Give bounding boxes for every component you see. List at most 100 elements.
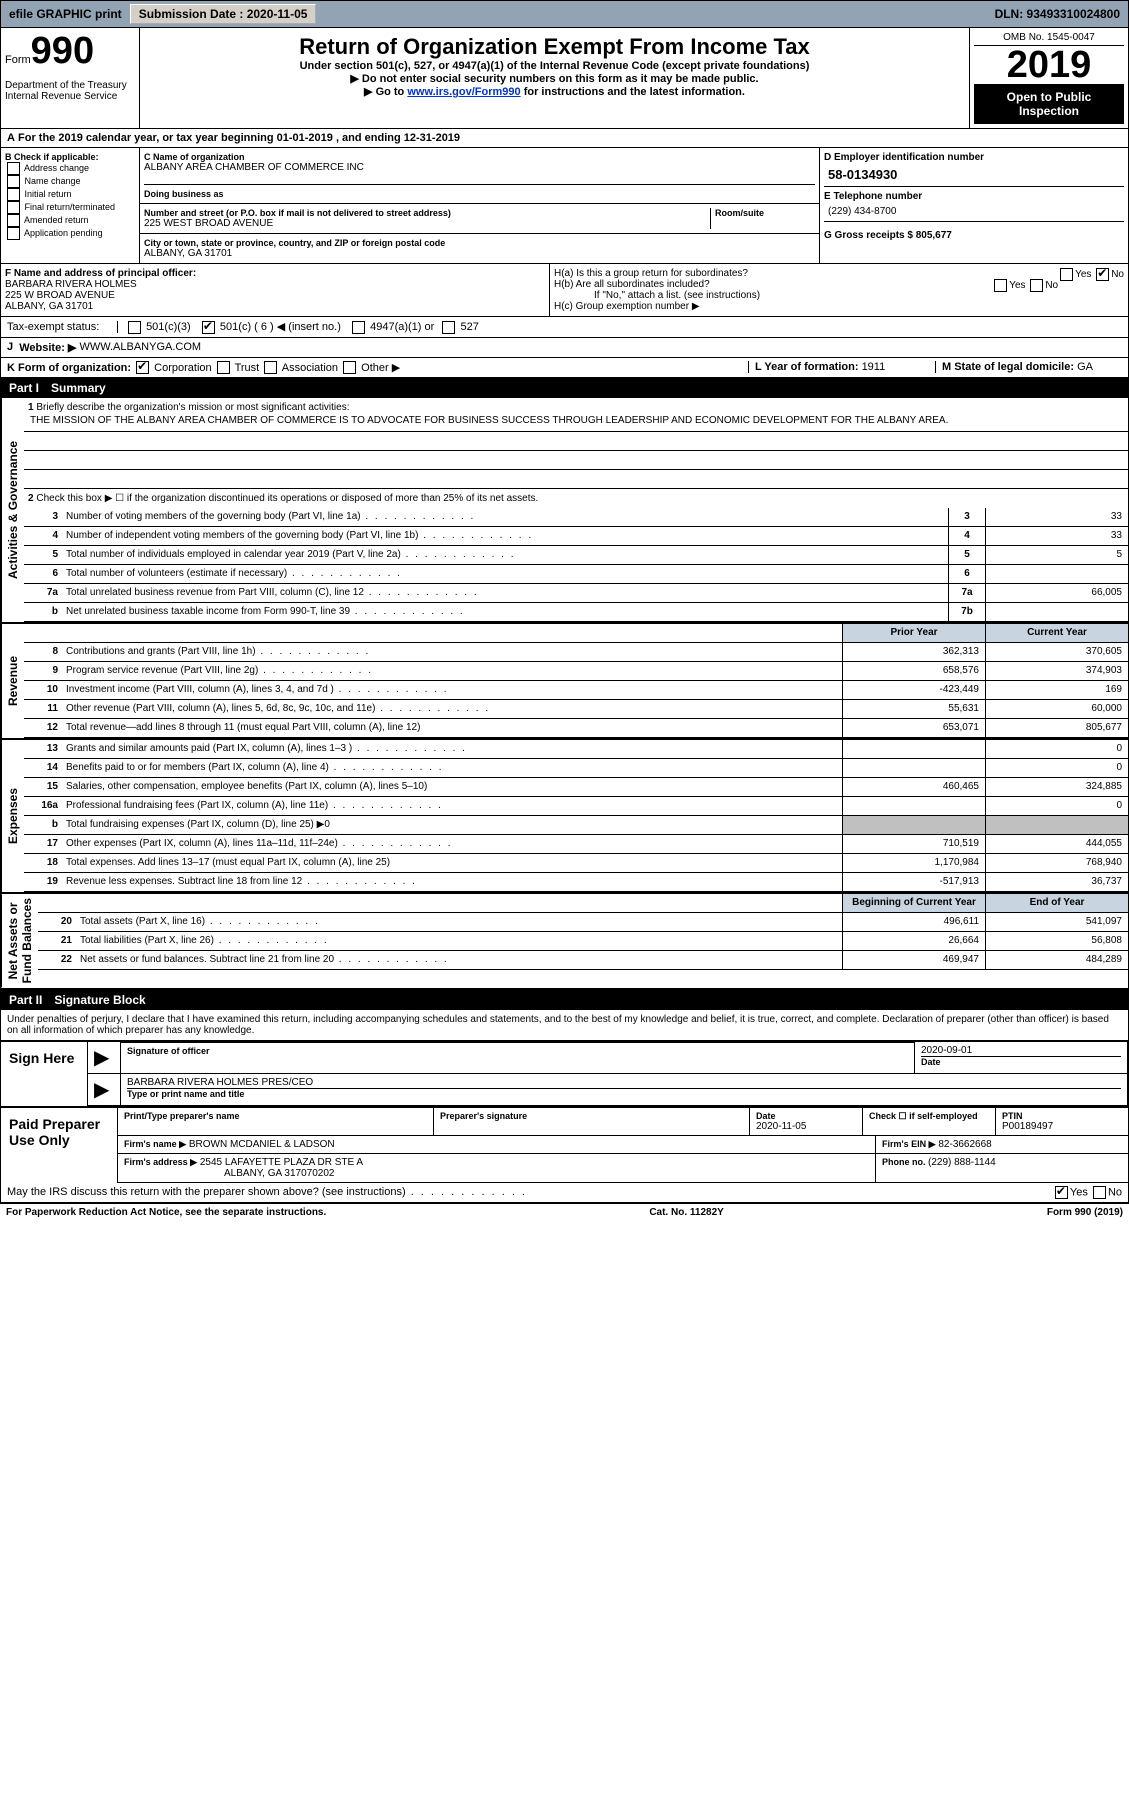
ha-no[interactable] (1096, 268, 1109, 281)
ha-yes[interactable] (1060, 268, 1073, 281)
part1-num: Part I (9, 381, 39, 395)
p19: -517,913 (842, 873, 985, 891)
l5: Total number of individuals employed in … (62, 546, 948, 564)
checkbox-amended[interactable] (7, 214, 20, 227)
efile-label: efile GRAPHIC print (9, 7, 122, 21)
title-cell: Return of Organization Exempt From Incom… (140, 28, 970, 128)
v6 (985, 565, 1128, 583)
discuss-yes[interactable] (1055, 1186, 1068, 1199)
tax-year: 2019 (974, 46, 1124, 84)
opt: Corporation (154, 362, 211, 374)
b-item: Address change (24, 163, 89, 173)
form-id-cell: Form990 Department of the Treasury Inter… (1, 28, 140, 128)
cb-trust[interactable] (217, 361, 230, 374)
l14: Benefits paid to or for members (Part IX… (62, 759, 842, 777)
cb-assoc[interactable] (264, 361, 277, 374)
tel: (229) 434-8700 (824, 202, 1124, 221)
shaded (985, 816, 1128, 834)
b-item: Amended return (24, 215, 89, 225)
side-netassets: Net Assets orFund Balances (1, 894, 38, 987)
year-cell: OMB No. 1545-0047 2019 Open to Public In… (970, 28, 1128, 128)
arrow-icon: ▶ (88, 1042, 121, 1073)
p14 (842, 759, 985, 777)
checkbox-initial[interactable] (7, 188, 20, 201)
c12: 805,677 (985, 719, 1128, 737)
v3: 33 (985, 508, 1128, 526)
sig-date: 2020-09-01 (921, 1045, 1121, 1056)
cb-501c[interactable] (202, 321, 215, 334)
mission: THE MISSION OF THE ALBANY AREA CHAMBER O… (24, 413, 1128, 432)
hb-yes[interactable] (994, 279, 1007, 292)
checkbox-address[interactable] (7, 162, 20, 175)
note2-pre: ▶ Go to (364, 86, 407, 98)
form-label: Form (5, 54, 31, 66)
city-label: City or town, state or province, country… (144, 238, 815, 248)
cb-527[interactable] (442, 321, 455, 334)
firm-ein-label: Firm's EIN ▶ (882, 1139, 936, 1149)
c19: 36,737 (985, 873, 1128, 891)
form990-link[interactable]: www.irs.gov/Form990 (407, 86, 520, 98)
v7b (985, 603, 1128, 621)
mission-blank (24, 432, 1128, 451)
l10: Investment income (Part VIII, column (A)… (62, 681, 842, 699)
v5: 5 (985, 546, 1128, 564)
status-label: Tax-exempt status: (7, 321, 118, 333)
cb-other[interactable] (343, 361, 356, 374)
submission-button[interactable]: Submission Date : 2020-11-05 (130, 4, 317, 24)
domicile: GA (1077, 361, 1093, 373)
l-label: L Year of formation: (755, 361, 862, 373)
firm-name-label: Firm's name ▶ (124, 1139, 186, 1149)
ha: H(a) Is this a group return for subordin… (554, 268, 748, 279)
l11: Other revenue (Part VIII, column (A), li… (62, 700, 842, 718)
cb-corp[interactable] (136, 361, 149, 374)
p13 (842, 740, 985, 758)
c-name-label: C Name of organization (144, 152, 815, 162)
website-link[interactable]: WWW.ALBANYGA.COM (79, 341, 201, 353)
p21: 26,664 (842, 932, 985, 950)
addr-label: Number and street (or P.O. box if mail i… (144, 208, 710, 218)
ein: 58-0134930 (824, 163, 1124, 186)
f-label: F Name and address of principal officer: (5, 268, 545, 279)
l8: Contributions and grants (Part VIII, lin… (62, 643, 842, 661)
opt: 4947(a)(1) or (370, 321, 434, 333)
opt: Trust (235, 362, 260, 374)
c18: 768,940 (985, 854, 1128, 872)
checkbox-pending[interactable] (7, 227, 20, 240)
l16b: Total fundraising expenses (Part IX, col… (66, 819, 330, 830)
form-number: 990 (31, 30, 94, 72)
arrow-icon: ▶ (88, 1074, 121, 1105)
opt: 501(c)(3) (146, 321, 191, 333)
curr-hdr: Current Year (985, 624, 1128, 642)
main-title: Return of Organization Exempt From Incom… (146, 34, 963, 60)
hb-no[interactable] (1030, 279, 1043, 292)
p17: 710,519 (842, 835, 985, 853)
dln: DLN: 93493310024800 (995, 7, 1120, 21)
discuss-no[interactable] (1093, 1186, 1106, 1199)
firm-city: ALBANY, GA 317070202 (124, 1168, 334, 1179)
name-label: Type or print name and title (127, 1088, 1121, 1099)
phone-label: Phone no. (882, 1157, 928, 1167)
officer-printed: BARBARA RIVERA HOLMES PRES/CEO (127, 1077, 1121, 1088)
c22: 484,289 (985, 951, 1128, 969)
c9: 374,903 (985, 662, 1128, 680)
check-se: Check ☐ if self-employed (869, 1111, 989, 1122)
cb-501c3[interactable] (128, 321, 141, 334)
side-expenses: Expenses (1, 740, 24, 892)
phone: (229) 888-1144 (928, 1157, 996, 1168)
discuss: May the IRS discuss this return with the… (7, 1186, 527, 1198)
org-name: ALBANY AREA CHAMBER OF COMMERCE INC (144, 162, 815, 173)
checkbox-final[interactable] (7, 201, 20, 214)
section-h: H(a) Is this a group return for subordin… (550, 264, 1128, 316)
cb-4947[interactable] (352, 321, 365, 334)
b-item: Name change (25, 176, 81, 186)
section-b: B Check if applicable: Address change Na… (1, 148, 140, 263)
mission-blank (24, 470, 1128, 489)
v7a: 66,005 (985, 584, 1128, 602)
c13: 0 (985, 740, 1128, 758)
p11: 55,631 (842, 700, 985, 718)
note2: ▶ Go to www.irs.gov/Form990 for instruct… (146, 85, 963, 98)
opt: Other ▶ (361, 362, 400, 374)
b-item: Application pending (24, 228, 103, 238)
checkbox-name[interactable] (7, 175, 20, 188)
part2-title: Signature Block (54, 993, 145, 1007)
